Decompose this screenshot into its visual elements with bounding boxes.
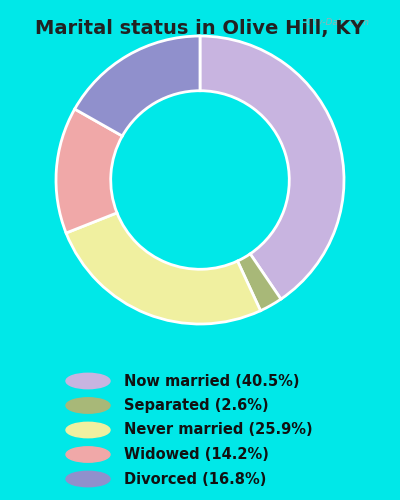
Circle shape — [66, 472, 110, 486]
Circle shape — [66, 398, 110, 413]
Text: Widowed (14.2%): Widowed (14.2%) — [124, 447, 269, 462]
Wedge shape — [66, 213, 260, 324]
Text: Divorced (16.8%): Divorced (16.8%) — [124, 472, 266, 486]
Text: Separated (2.6%): Separated (2.6%) — [124, 398, 269, 413]
Wedge shape — [75, 36, 200, 136]
Wedge shape — [200, 36, 344, 299]
Circle shape — [66, 374, 110, 388]
Wedge shape — [238, 254, 281, 310]
Circle shape — [66, 422, 110, 438]
Wedge shape — [56, 109, 122, 233]
Circle shape — [66, 447, 110, 462]
Text: Never married (25.9%): Never married (25.9%) — [124, 422, 313, 438]
Text: Now married (40.5%): Now married (40.5%) — [124, 374, 300, 388]
Text: City-Data.com: City-Data.com — [305, 18, 369, 27]
Text: Marital status in Olive Hill, KY: Marital status in Olive Hill, KY — [35, 19, 365, 38]
